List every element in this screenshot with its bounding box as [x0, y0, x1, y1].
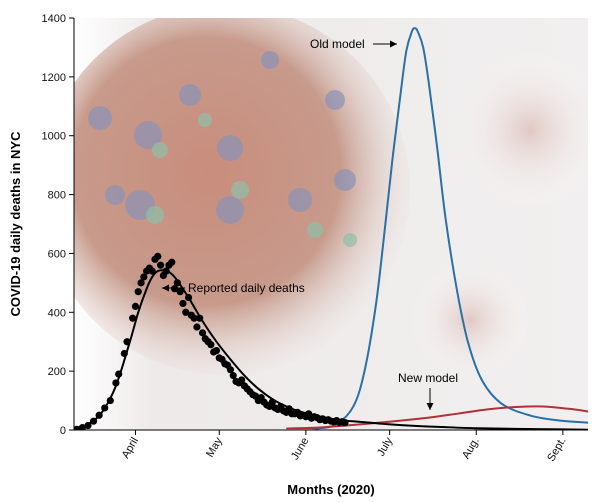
- data-point: [106, 396, 114, 405]
- data-point: [341, 419, 349, 427]
- data-point: [74, 425, 81, 430]
- annotation-old-model: Old model: [310, 37, 365, 51]
- data-point: [184, 293, 193, 302]
- x-tick-label: Sept.: [545, 436, 568, 464]
- series-line-2: [74, 269, 588, 430]
- data-point: [154, 252, 162, 260]
- data-point: [229, 371, 237, 380]
- x-tick-label: April: [120, 436, 141, 461]
- series-line-1: [286, 405, 588, 430]
- data-point: [134, 288, 142, 296]
- annotations: Old model New model Reported daily deaths: [162, 37, 458, 410]
- data-point: [162, 267, 170, 275]
- data-point: [238, 376, 246, 384]
- data-point: [89, 417, 98, 425]
- x-ticks: April May June July Aug. Sept.: [120, 430, 568, 464]
- y-tick-label: 1000: [42, 131, 66, 143]
- data-point: [140, 273, 148, 281]
- data-point: [112, 379, 120, 387]
- x-tick-label: July: [375, 435, 395, 458]
- data-point: [198, 329, 207, 337]
- axes: [73, 18, 588, 431]
- data-point: [176, 288, 184, 296]
- data-point: [120, 349, 128, 358]
- data-point: [131, 302, 140, 310]
- x-tick-label: June: [289, 436, 311, 463]
- data-point: [170, 285, 179, 293]
- annotation-new-model: New model: [398, 371, 458, 385]
- reported-deaths-arrowhead: [162, 284, 169, 292]
- data-point: [84, 421, 92, 430]
- data-point: [226, 366, 235, 374]
- data-point: [173, 279, 181, 287]
- y-tick-label: 200: [48, 366, 66, 378]
- data-point: [156, 261, 165, 269]
- background-illustration: [74, 18, 588, 430]
- annotation-reported-daily-deaths: Reported daily deaths: [188, 281, 305, 295]
- data-point: [95, 411, 103, 419]
- y-tick-label: 800: [48, 190, 66, 202]
- y-tick-label: 1200: [42, 72, 66, 84]
- x-tick-label: May: [204, 435, 225, 459]
- data-point: [193, 323, 201, 331]
- data-point: [129, 314, 137, 322]
- y-tick-label: 600: [48, 248, 66, 260]
- x-tick-label: Aug.: [460, 436, 482, 462]
- data-point: [179, 299, 187, 308]
- data-point: [168, 258, 176, 266]
- data-point: [212, 346, 221, 355]
- data-point: [101, 404, 109, 412]
- y-axis-title: COVID-19 daily deaths in NYC: [8, 131, 23, 317]
- data-point: [196, 314, 204, 322]
- data-point: [268, 398, 276, 406]
- y-tick-label: 1400: [42, 13, 66, 25]
- y-tick-label: 400: [48, 307, 66, 319]
- data-point: [78, 424, 86, 430]
- data-point: [207, 341, 215, 349]
- series-line-0: [286, 27, 588, 430]
- data-point: [123, 338, 131, 346]
- y-ticks: 0 200 400 600 800 1000 1200 1400: [42, 13, 74, 437]
- y-tick-label: 0: [60, 425, 66, 437]
- data-point: [182, 308, 190, 316]
- data-point: [148, 267, 156, 275]
- old-model-arrowhead: [390, 40, 397, 48]
- data-point: [190, 314, 198, 322]
- x-axis-title: Months (2020): [287, 482, 374, 497]
- series-layer: [74, 27, 588, 430]
- data-point: [137, 279, 145, 287]
- data-point: [115, 370, 123, 378]
- new-model-arrowhead: [426, 403, 434, 410]
